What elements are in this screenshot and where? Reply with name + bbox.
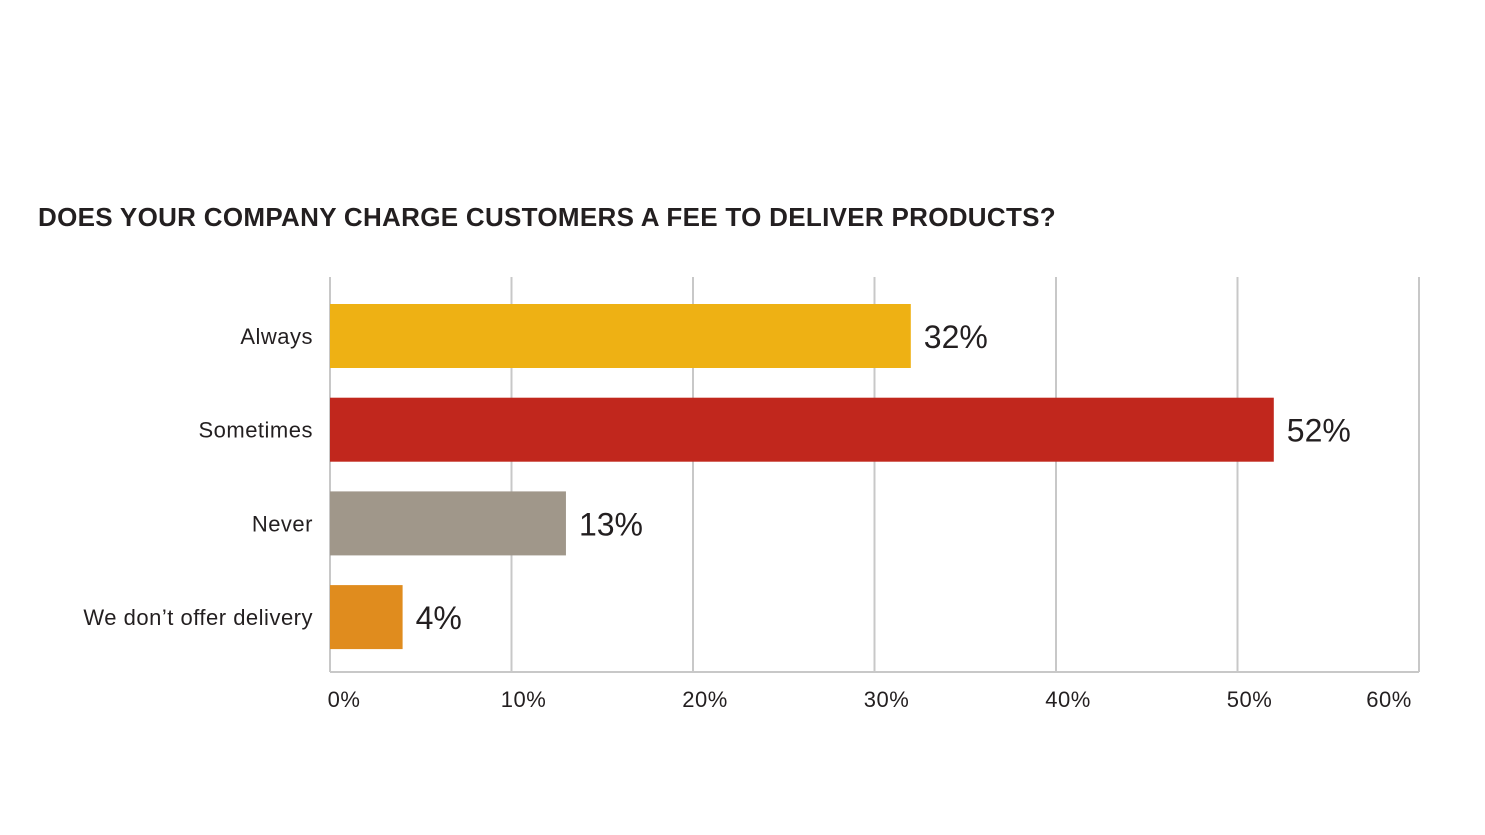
bar-1: [330, 397, 1274, 462]
x-tick-label: 20%: [682, 687, 728, 712]
bar-3: [330, 585, 403, 650]
value-label: 4%: [416, 600, 462, 636]
x-tick-label: 10%: [501, 687, 547, 712]
x-tick-label: 60%: [1366, 687, 1412, 712]
value-label: 13%: [579, 506, 643, 542]
x-tick-label: 30%: [864, 687, 910, 712]
bar-2: [330, 491, 566, 556]
chart-title: DOES YOUR COMPANY CHARGE CUSTOMERS A FEE…: [38, 202, 1056, 232]
x-tick-label: 0%: [328, 687, 361, 712]
x-tick-label: 40%: [1045, 687, 1091, 712]
x-tick-label: 50%: [1227, 687, 1273, 712]
bar-0: [330, 304, 911, 368]
category-label: Sometimes: [198, 418, 313, 443]
value-label: 52%: [1287, 413, 1351, 449]
category-label: Never: [252, 511, 313, 536]
category-label: Always: [240, 324, 313, 349]
value-label: 32%: [924, 319, 988, 355]
category-label: We don’t offer delivery: [83, 605, 313, 630]
